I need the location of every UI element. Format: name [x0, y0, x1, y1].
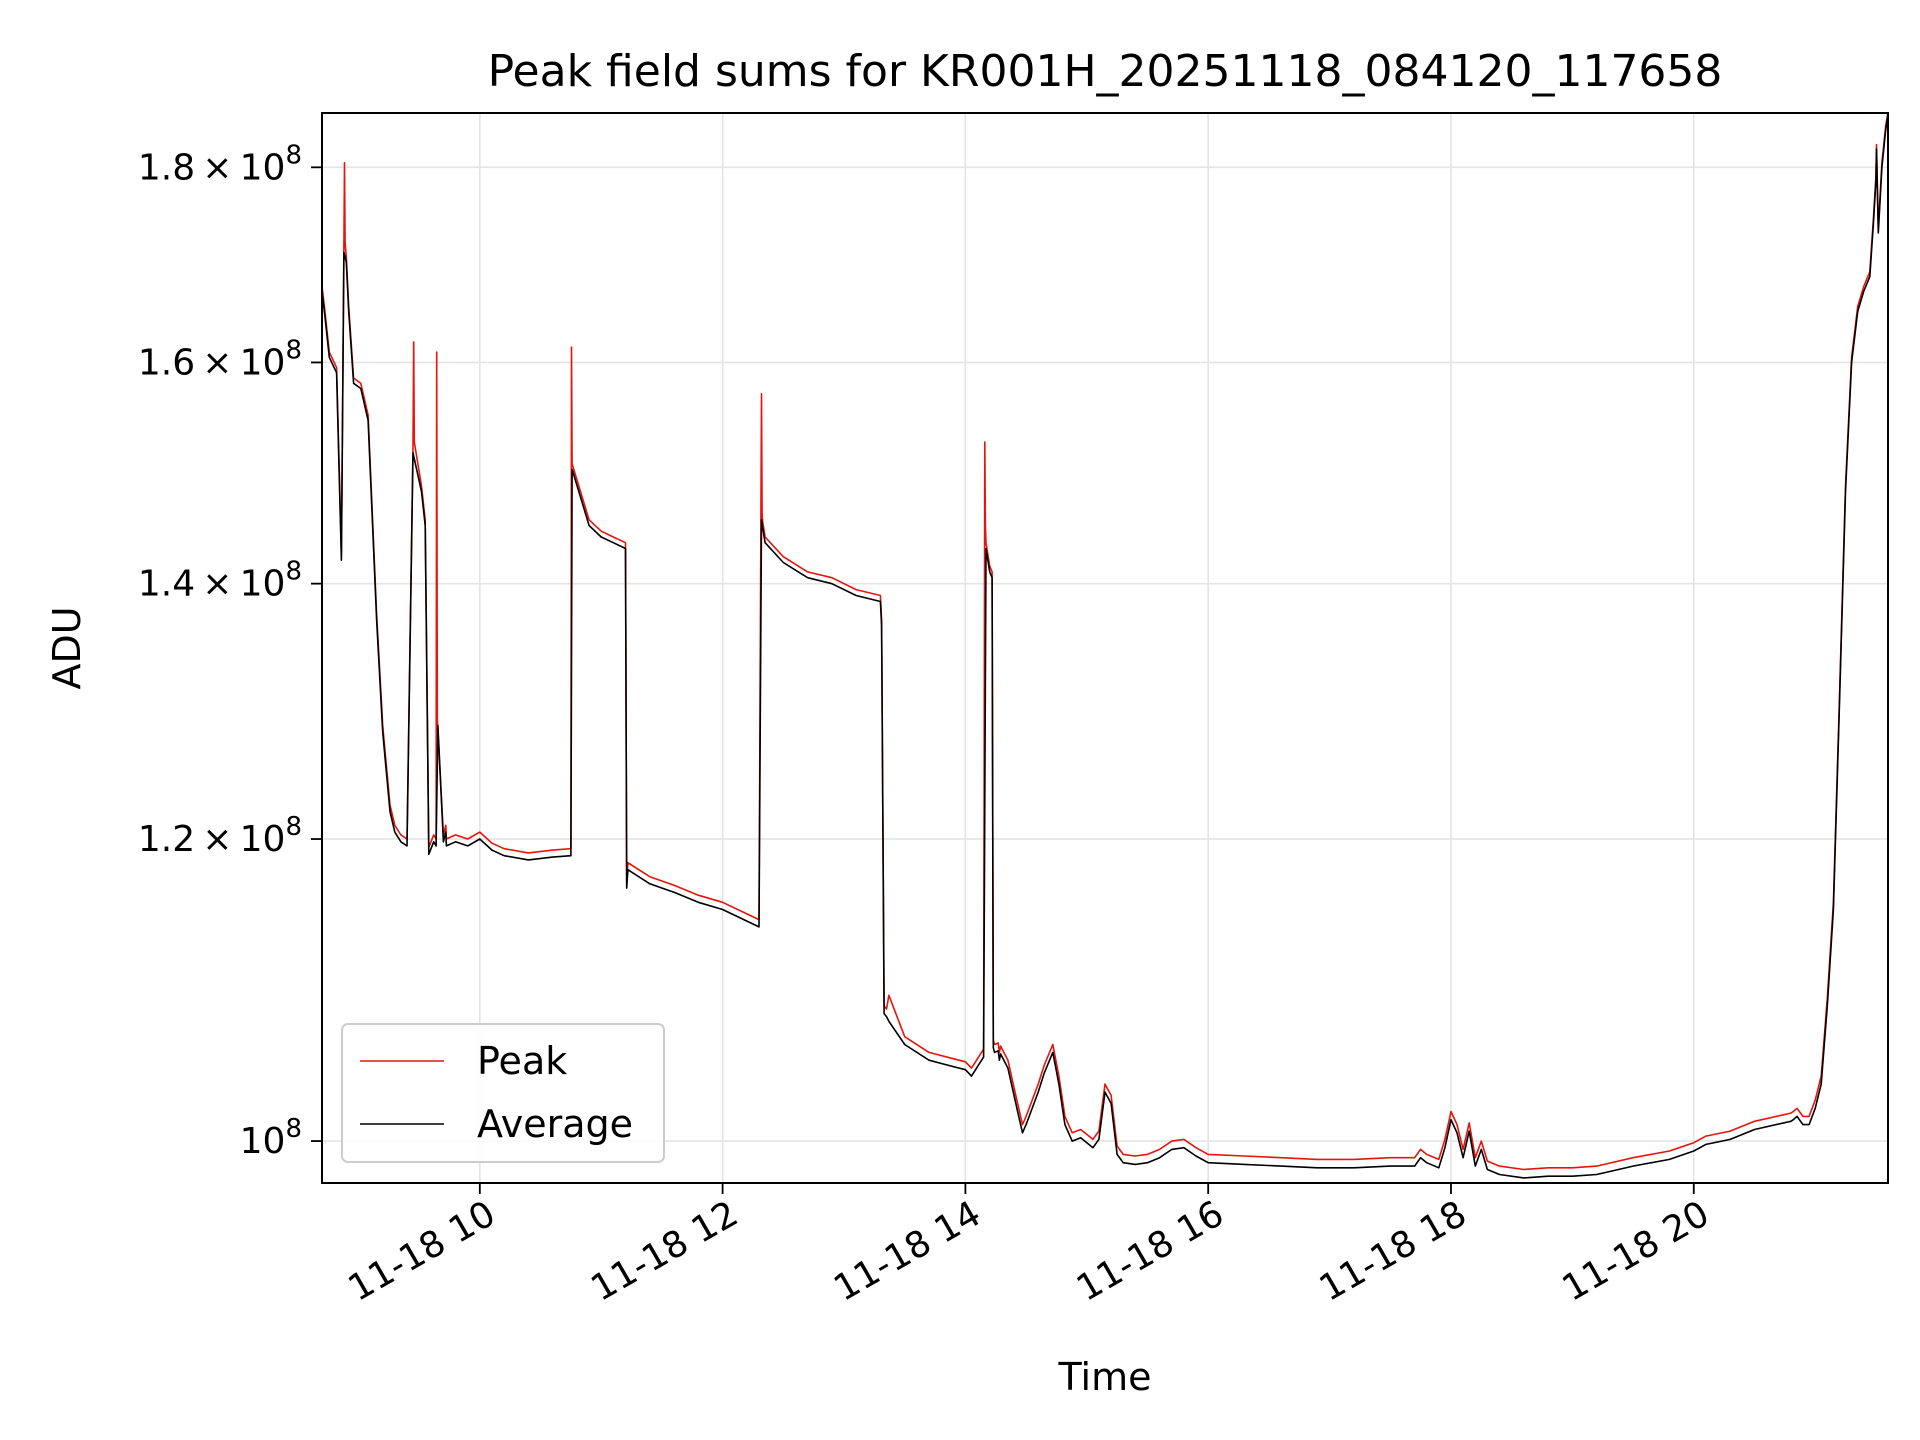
y-tick-label: 1.6 × 108: [138, 335, 302, 383]
y-tick-label: 1.8 × 108: [138, 140, 302, 188]
chart-title: Peak field sums for KR001H_20251118_0841…: [488, 46, 1723, 97]
x-axis-label: Time: [1058, 1355, 1152, 1399]
legend-label-peak: Peak: [477, 1039, 567, 1083]
legend-box: [341, 1023, 665, 1163]
series-layer: [322, 113, 1888, 1179]
legend-label-average: Average: [477, 1102, 633, 1146]
legend: Peak Average: [341, 1023, 665, 1163]
y-axis-label: ADU: [45, 606, 89, 689]
y-tick-label: 1.4 × 108: [138, 557, 302, 605]
series-line-average: [322, 113, 1888, 1179]
gridlines: [322, 113, 1888, 1183]
y-tick-label: 108: [240, 1114, 302, 1162]
y-axis: 108 1.2 × 108 1.4 × 108 1.6 × 108 1.8 × 108: [138, 140, 322, 1162]
y-tick-label: 1.2 × 108: [138, 812, 302, 860]
plot-frame: [321, 112, 1889, 1184]
